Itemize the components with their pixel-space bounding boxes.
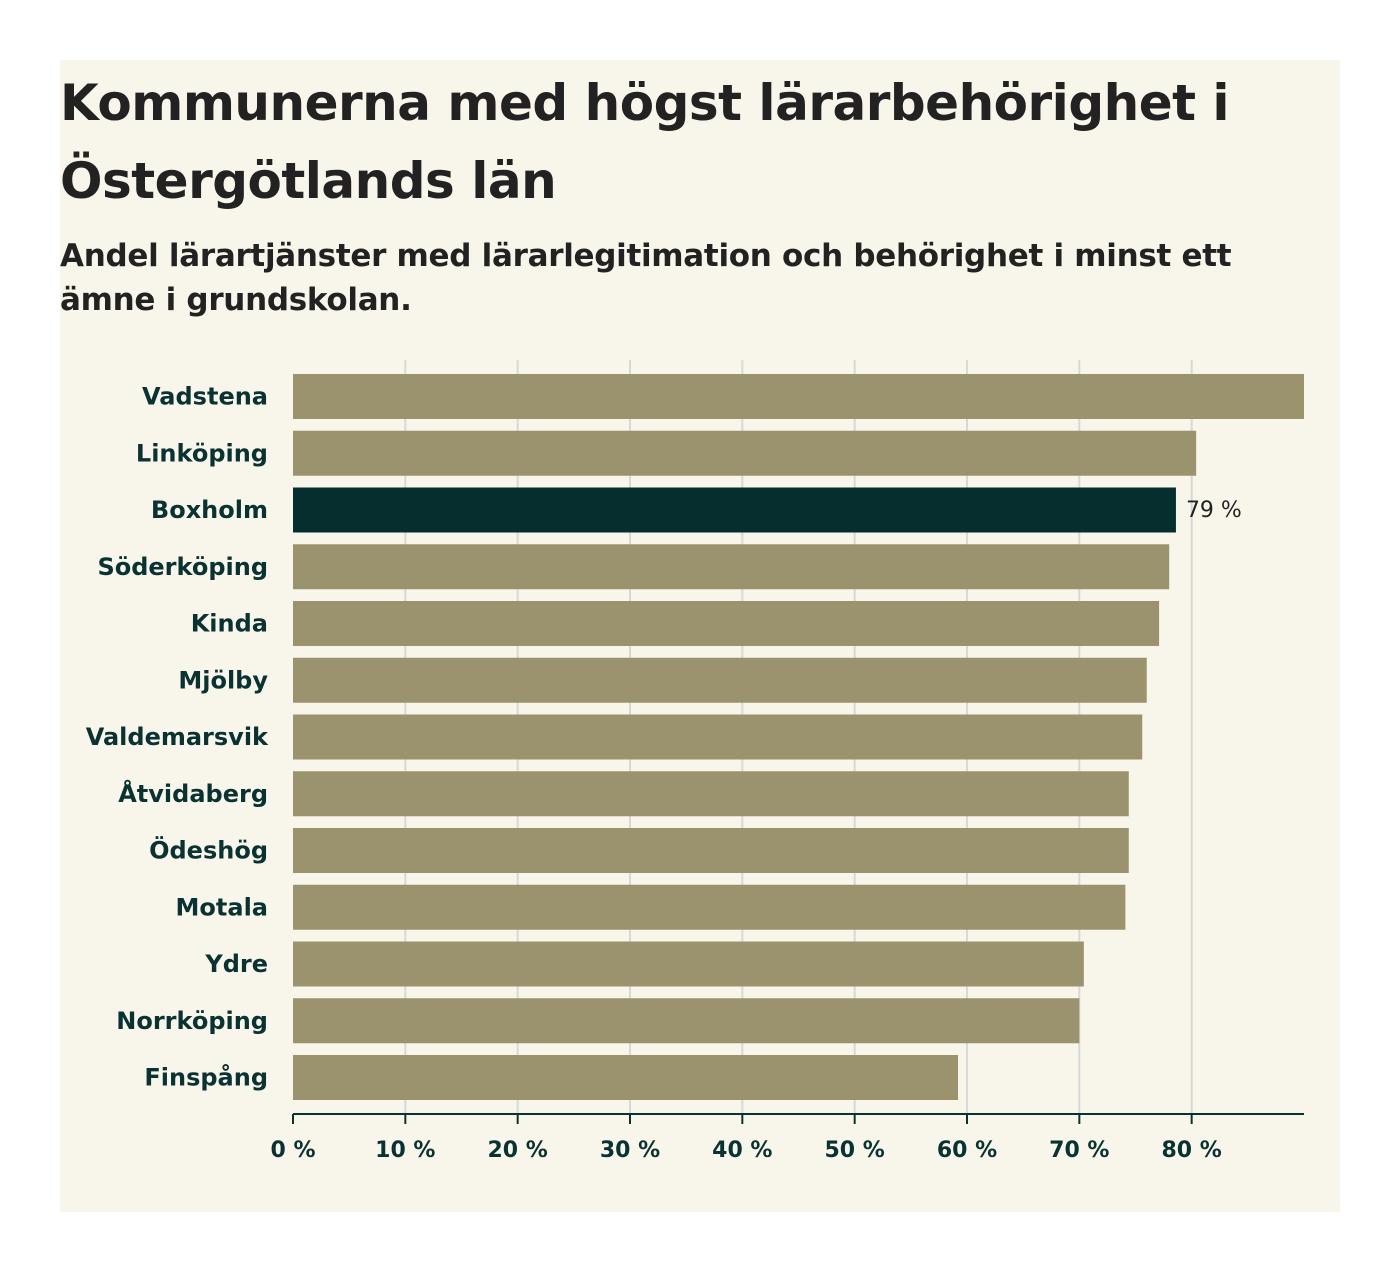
x-tick-label: 60 %: [937, 1138, 997, 1163]
x-tick-label: 30 %: [600, 1138, 660, 1163]
category-label: Boxholm: [151, 496, 268, 524]
bar-finspång[interactable]: [293, 1055, 959, 1100]
category-label: Ydre: [204, 950, 268, 978]
category-label: Finspång: [144, 1063, 268, 1092]
category-label: Valdemarsvik: [86, 723, 269, 751]
category-label: Motala: [176, 893, 268, 921]
category-label: Åtvidaberg: [118, 779, 268, 808]
bar-boxholm[interactable]: [293, 487, 1176, 533]
bar-motala[interactable]: [293, 884, 1126, 930]
x-tick-label: 80 %: [1162, 1138, 1222, 1163]
category-label: Kinda: [191, 610, 268, 638]
x-tick-label: 10 %: [375, 1138, 435, 1163]
bar-vadstena[interactable]: [293, 374, 1304, 419]
x-tick-label: 70 %: [1049, 1138, 1109, 1163]
category-label: Ödeshög: [149, 835, 268, 865]
bar-kinda[interactable]: [293, 601, 1160, 646]
category-label: Mjölby: [178, 666, 268, 694]
category-label: Söderköping: [97, 553, 268, 581]
data-label-boxholm: 79 %: [1186, 498, 1242, 523]
chart-subtitle: Andel lärartjänster med lärarlegitimatio…: [60, 238, 1232, 318]
bar-ödeshög[interactable]: [293, 828, 1129, 873]
bar-norrköping[interactable]: [293, 998, 1080, 1044]
category-label: Vadstena: [142, 383, 268, 411]
bar-ydre[interactable]: [293, 941, 1084, 987]
x-tick-label: 0 %: [270, 1138, 315, 1163]
bar-valdemarsvik[interactable]: [293, 714, 1143, 760]
x-tick-label: 40 %: [712, 1138, 772, 1163]
chart-title: Kommunerna med högst lärarbehörighet i Ö…: [60, 74, 1230, 210]
x-tick-label: 50 %: [825, 1138, 885, 1163]
category-label: Norrköping: [116, 1007, 268, 1035]
bar-linköping[interactable]: [293, 430, 1197, 476]
bar-åtvidaberg[interactable]: [293, 771, 1129, 817]
category-label: Linköping: [136, 439, 268, 467]
bar-mjölby[interactable]: [293, 657, 1147, 703]
bar-söderköping[interactable]: [293, 544, 1170, 590]
x-tick-label: 20 %: [488, 1138, 548, 1163]
